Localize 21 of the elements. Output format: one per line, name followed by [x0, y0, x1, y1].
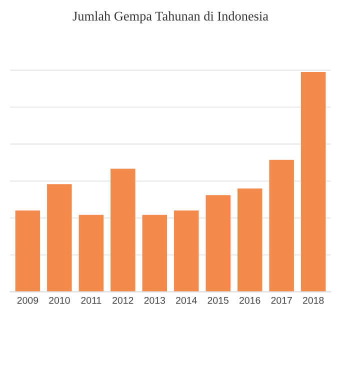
bar: [237, 188, 262, 292]
x-tick-label: 2016: [240, 296, 260, 304]
bar: [110, 168, 136, 292]
x-tick-label: 2013: [144, 296, 166, 304]
bar: [300, 72, 326, 292]
bar: [269, 160, 294, 292]
x-tick-label: 2014: [176, 296, 197, 304]
chart-title: Jumlah Gempa Tahunan di Indonesia: [72, 11, 268, 24]
x-tick-label: 2017: [271, 296, 292, 304]
bar: [15, 210, 40, 292]
x-tick-label: 2012: [112, 296, 134, 304]
x-tick-label: 2018: [302, 296, 324, 304]
bar: [142, 214, 168, 292]
x-tick-label: 2011: [81, 296, 102, 304]
bar: [47, 184, 72, 292]
x-tick-label: 2010: [49, 296, 70, 304]
bar: [78, 214, 104, 292]
x-tick-label: 2009: [17, 296, 38, 304]
x-tick-label: 2015: [208, 296, 229, 304]
bar: [174, 210, 199, 292]
bar: [206, 195, 230, 292]
